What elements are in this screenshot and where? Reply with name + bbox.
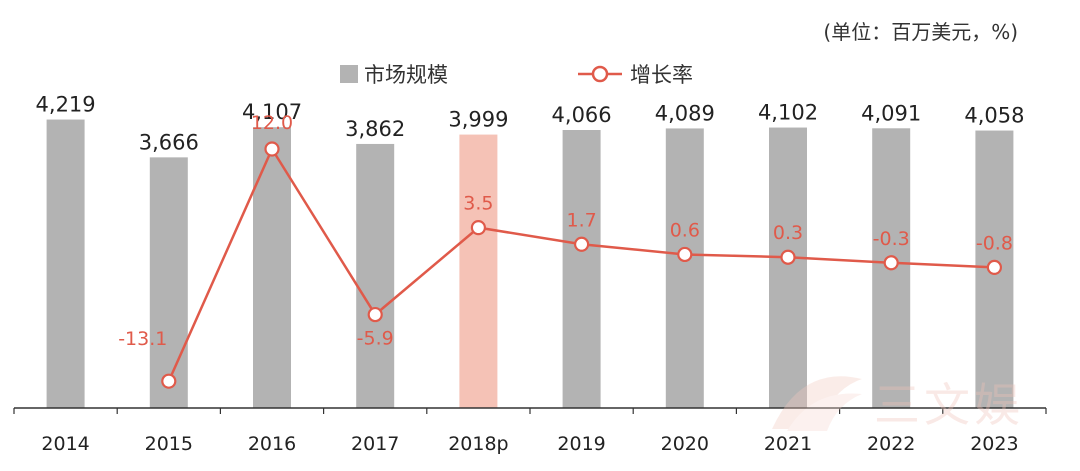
x-tick-label: 2023 — [970, 433, 1018, 455]
bar-2017 — [356, 143, 395, 409]
bar-value-label: 3,999 — [448, 108, 508, 132]
growth-point-2021 — [780, 249, 796, 265]
x-tick-label: 2014 — [41, 433, 89, 455]
growth-point-2016 — [264, 141, 280, 157]
bar-2020 — [665, 128, 704, 408]
bar-2019 — [562, 129, 601, 408]
x-tick-label: 2022 — [867, 433, 915, 455]
bar-2015 — [149, 157, 188, 408]
growth-point-2017 — [367, 306, 383, 323]
bar-2014 — [46, 119, 85, 408]
growth-value-label: 3.5 — [463, 193, 493, 215]
growth-value-label: 0.3 — [773, 222, 803, 244]
watermark-logo: 三文娱 — [762, 359, 1032, 439]
growth-value-label: -0.3 — [873, 228, 910, 250]
growth-value-label: 0.6 — [670, 219, 700, 241]
bar-2021 — [769, 127, 807, 409]
x-tick-label: 2020 — [661, 433, 709, 455]
legend-line-label: 增长率 — [630, 63, 693, 87]
legend-bar-label: 市场规模 — [364, 63, 448, 87]
legend-line-marker — [591, 65, 609, 83]
bar-layer — [46, 119, 1014, 409]
bar-value-label: 4,091 — [861, 101, 921, 125]
growth-point-2020 — [677, 246, 693, 263]
x-tick-label: 2016 — [248, 433, 296, 455]
bar-value-label: 4,089 — [655, 101, 715, 125]
bar-value-label: 4,219 — [36, 93, 96, 117]
growth-value-label: -13.1 — [118, 328, 167, 350]
growth-value-label: 1.7 — [566, 209, 596, 231]
watermark-text: 三文娱 — [874, 378, 1024, 432]
growth-value-label: -0.8 — [976, 232, 1013, 254]
growth-point-2023 — [986, 259, 1003, 275]
x-tick-labels: 2014 2015 2016 2017 2018p 2019 2020 2021 2022 202… — [41, 433, 1018, 455]
growth-value-label: 12.0 — [251, 112, 293, 134]
growth-rate-labels: -13.1 12.0 -5.9 3.5 1.7 0.6 0.3 -0.3 -0.8 — [118, 112, 1013, 350]
watermark-fan-icon — [772, 376, 862, 431]
legend: 市场规模 增长率 — [340, 63, 693, 87]
growth-point-2022 — [883, 255, 899, 271]
x-tick-label: 2015 — [145, 433, 193, 455]
bar-value-label: 4,107 — [242, 100, 302, 124]
bar-2018p — [459, 134, 498, 408]
unit-label: (单位：百万美元，%) — [823, 20, 1018, 44]
growth-value-label: -5.9 — [357, 328, 394, 350]
x-tick-label: 2017 — [351, 433, 399, 455]
legend-bar-swatch — [340, 65, 358, 83]
x-tick-label: 2019 — [557, 433, 605, 455]
x-tick-label: 2021 — [764, 433, 812, 455]
bar-value-label: 4,058 — [964, 104, 1024, 128]
bar-value-label: 4,066 — [552, 103, 612, 127]
bar-value-label: 3,666 — [139, 130, 199, 154]
x-tick-label: 2018p — [448, 433, 508, 455]
bar-value-label: 4,102 — [758, 101, 818, 125]
x-ticks — [13, 408, 1047, 414]
growth-point-2019 — [573, 236, 590, 252]
bar-value-label: 3,862 — [345, 117, 405, 141]
growth-rate-points — [161, 141, 1003, 389]
growth-point-2018p — [470, 220, 486, 236]
growth-point-2015 — [161, 373, 177, 389]
bar-2016 — [253, 127, 291, 409]
bar-label-layer: 4,219 3,666 4,107 3,862 3,999 4,066 4,089 4,102… — [36, 93, 1025, 155]
